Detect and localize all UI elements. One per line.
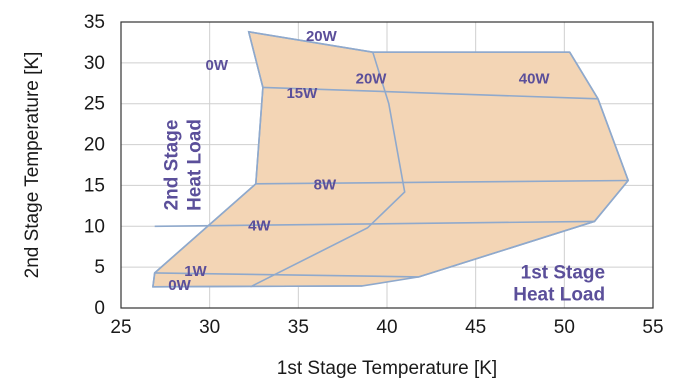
y-tick-label-10: 10 xyxy=(84,216,105,237)
load-label-7: 1W xyxy=(184,263,207,280)
y-tick-label-5: 5 xyxy=(94,257,105,278)
load-label-10: Heat Load xyxy=(513,285,605,306)
y-tick-label-25: 25 xyxy=(84,94,105,115)
y-tick-label-0: 0 xyxy=(94,298,105,319)
side-label-line-0: 2nd Stage xyxy=(162,120,183,211)
y-axis-label: 2nd Stage Temperature [K] xyxy=(22,52,43,279)
load-label-5: 8W xyxy=(314,177,337,194)
load-label-0: 20W xyxy=(306,28,338,45)
load-label-4: 40W xyxy=(519,70,551,87)
load-label-8: 0W xyxy=(168,277,191,294)
second-stage-heat-load-label: 2nd Stage Heat Load xyxy=(162,119,206,211)
second-stage-load-line-8w xyxy=(255,179,629,185)
x-axis-label: 1st Stage Temperature [K] xyxy=(277,358,497,379)
y-tick-label-20: 20 xyxy=(84,135,105,156)
first-stage-load-line-20w xyxy=(250,51,406,288)
load-label-1: 0W xyxy=(206,57,229,74)
first-stage-load-line-0w xyxy=(152,31,264,287)
axes: 25 30 35 40 45 50 55 0 5 10 15 20 25 30 35 xyxy=(84,12,664,338)
load-label-6: 4W xyxy=(248,217,271,234)
x-tick-label-55: 55 xyxy=(642,317,663,338)
y-tick-label-30: 30 xyxy=(84,53,105,74)
plot-frame xyxy=(120,21,654,309)
x-tick-label-30: 30 xyxy=(199,317,220,338)
x-tick-label-40: 40 xyxy=(376,317,397,338)
load-label-9: 1st Stage xyxy=(521,263,605,284)
x-tick-label-45: 45 xyxy=(465,317,486,338)
y-tick-label-35: 35 xyxy=(84,12,105,33)
first-stage-load-line-1w xyxy=(154,272,419,278)
first-stage-load-line-40w xyxy=(418,51,630,278)
second-stage-load-line-15w xyxy=(262,86,599,100)
x-tick-label-35: 35 xyxy=(288,317,309,338)
second-stage-load-line-0w xyxy=(152,285,363,288)
x-tick-label-50: 50 xyxy=(554,317,575,338)
load-label-2: 20W xyxy=(356,70,388,87)
side-label-line-1: Heat Load xyxy=(185,119,206,211)
load-label-3: 15W xyxy=(286,85,318,102)
y-tick-label-15: 15 xyxy=(84,175,105,196)
x-tick-label-25: 25 xyxy=(110,317,131,338)
plot-area xyxy=(151,30,630,288)
second-stage-load-line-4w xyxy=(154,220,595,228)
